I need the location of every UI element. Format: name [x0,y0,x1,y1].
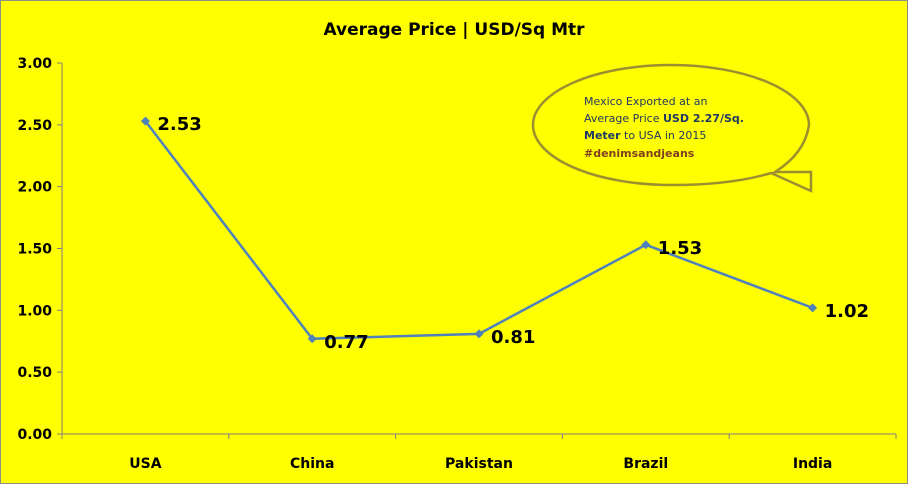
callout-line-3-text: to USA in 2015 [621,129,707,142]
data-label-china: 0.77 [324,332,368,353]
x-tick-labels: USA China Pakistan Brazil India [61,434,897,472]
x-tick-label-usa: USA [129,456,161,472]
chart-title: Average Price | USD/Sq Mtr [323,20,585,40]
data-point-brazil [641,240,651,250]
callout-line-2: Average Price USD 2.27/Sq. [584,112,744,125]
data-point-usa [140,116,150,126]
y-tick-label: 2.50 [17,118,52,134]
data-labels: 2.53 0.77 0.81 1.53 1.02 [157,114,869,353]
data-label-pakistan: 0.81 [491,327,535,348]
y-tick-label: 0.50 [17,365,52,381]
x-tick-label-india: India [793,456,832,472]
y-tick-label: 0.00 [17,427,52,443]
x-tick-label-brazil: Brazil [623,456,668,472]
x-tick-label-pakistan: Pakistan [445,456,513,472]
data-label-brazil: 1.53 [658,238,702,259]
data-label-india: 1.02 [825,301,869,322]
series-price [140,116,818,344]
y-tick-label: 3.00 [17,56,52,72]
data-point-china [307,334,317,344]
data-point-pakistan [474,329,484,339]
y-tick-label: 1.00 [17,303,52,319]
callout-hashtag: #denimsandjeans [584,147,695,160]
y-tick-labels: 0.00 0.50 1.00 1.50 2.00 2.50 3.00 [17,56,62,443]
y-tick-label: 2.00 [17,180,52,196]
callout-line-2-text: Average Price [584,112,663,125]
callout-unit: Meter [584,129,621,142]
y-tick-label: 1.50 [17,242,52,258]
callout-price: USD 2.27/Sq. [663,112,744,125]
x-tick-label-china: China [290,456,334,472]
callout-bubble: Mexico Exported at an Average Price USD … [531,63,813,193]
callout-line-1: Mexico Exported at an [584,95,707,108]
callout-shape [531,63,813,193]
data-point-india [808,303,818,313]
callout-line-3: Meter to USA in 2015 [584,129,706,142]
data-label-usa: 2.53 [157,114,201,135]
